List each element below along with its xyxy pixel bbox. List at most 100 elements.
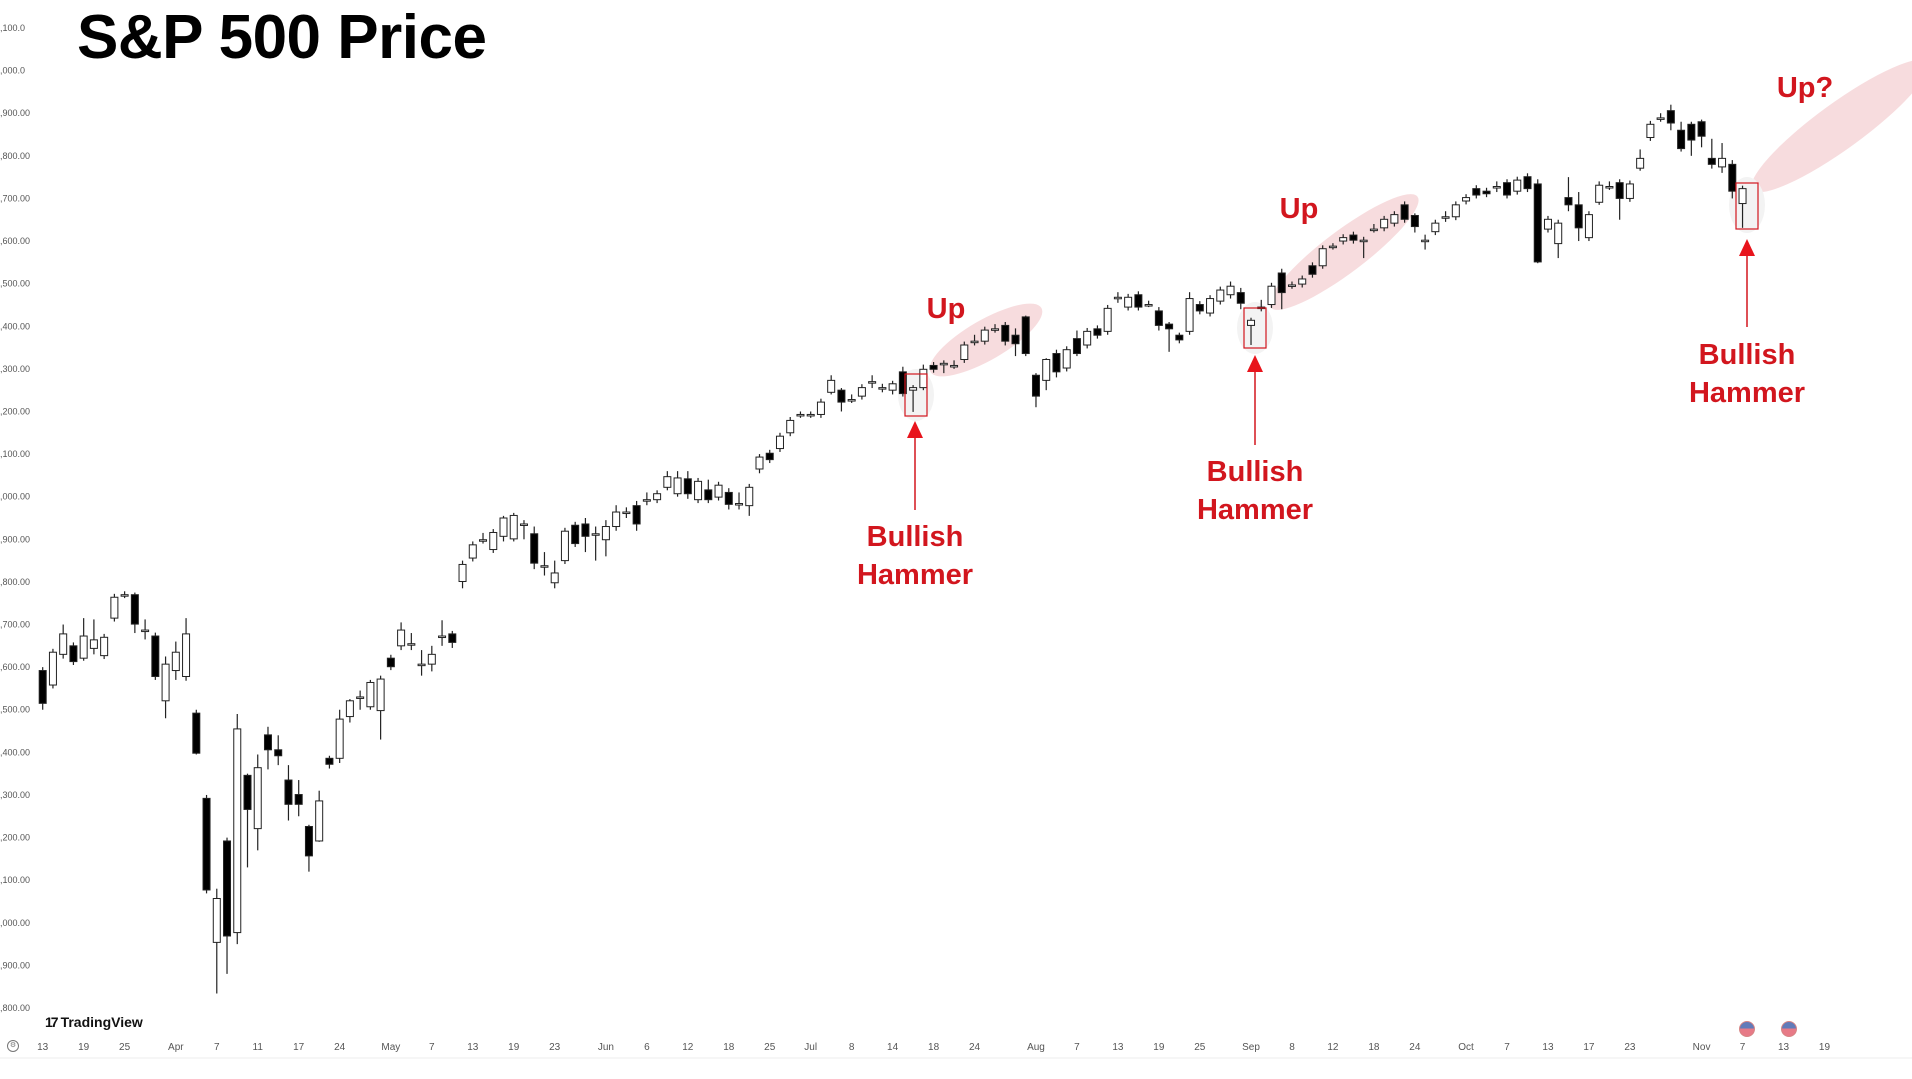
candle-down: [1236, 287, 1245, 310]
candle-body: [499, 517, 508, 537]
candle-up: [89, 619, 98, 655]
candle-up: [980, 326, 989, 345]
candle-body: [1410, 214, 1419, 228]
candle-up: [182, 618, 191, 681]
candle-body: [970, 340, 979, 344]
candle-body: [1206, 298, 1215, 314]
candle-up: [878, 383, 887, 393]
candle-body: [540, 565, 549, 568]
candle-up: [745, 483, 754, 516]
candle-down: [448, 630, 457, 648]
candle-up: [1042, 358, 1051, 391]
candle-body: [1554, 222, 1563, 245]
candle-down: [1482, 187, 1491, 198]
hammer-box-3: [1735, 182, 1759, 230]
candle-down: [1011, 328, 1020, 357]
candle-body: [161, 663, 170, 702]
annotation-line: Bullish: [866, 521, 964, 553]
candle-up: [868, 375, 877, 389]
trend-highlights: [898, 59, 1912, 421]
annotation-line: Hammer: [1688, 377, 1806, 409]
candle-up: [233, 714, 242, 945]
candles: [38, 104, 1747, 994]
candle-body: [571, 524, 580, 545]
candle-down: [1021, 315, 1030, 357]
candle-down: [530, 526, 539, 570]
candle-up: [376, 675, 385, 740]
candle-body: [1031, 374, 1040, 397]
x-tick-label: Aug: [1027, 1042, 1045, 1053]
candle-body: [1523, 176, 1532, 190]
y-tick-label: ,800.00: [0, 1003, 30, 1013]
candle-body: [233, 728, 242, 934]
candle-body: [601, 526, 610, 541]
settings-icon[interactable]: ⚙: [7, 1040, 19, 1052]
candle-up: [622, 507, 631, 518]
candle-body: [458, 563, 467, 582]
candle-body: [1339, 237, 1348, 242]
candle-body: [1124, 296, 1133, 308]
candle-down: [386, 654, 395, 671]
candle-body: [1533, 183, 1542, 263]
candle-body: [1134, 294, 1143, 308]
x-tick-label: 13: [1778, 1042, 1790, 1053]
candle-up: [48, 648, 57, 689]
candle-body: [1492, 186, 1501, 189]
x-tick-label: 19: [1819, 1042, 1831, 1053]
candle-body: [1462, 197, 1471, 202]
candle-down: [1503, 179, 1512, 199]
candle-up: [79, 618, 88, 661]
candle-up: [1451, 201, 1460, 221]
candle-body: [407, 643, 416, 646]
candle-up: [417, 650, 426, 676]
candle-down: [223, 837, 232, 974]
x-tick-label: 13: [467, 1042, 479, 1053]
candle-up: [612, 505, 621, 531]
candle-up: [100, 633, 109, 660]
tradingview-logo[interactable]: 17 TradingView: [45, 1014, 143, 1030]
annotation-line: Bullish: [1698, 339, 1796, 371]
us-flag-event-icon[interactable]: [1781, 1021, 1797, 1037]
candle-body: [1574, 204, 1583, 229]
candle-body: [1359, 239, 1368, 243]
candle-down: [1533, 179, 1542, 264]
candle-body: [1247, 319, 1256, 326]
candle-body: [202, 797, 211, 891]
candle-down: [1093, 325, 1102, 339]
candle-up: [212, 888, 221, 994]
candle-down: [632, 500, 641, 531]
candle-body: [1001, 324, 1010, 342]
candle-down: [1472, 185, 1481, 199]
candle-up: [1298, 275, 1307, 288]
candle-up: [816, 398, 825, 418]
candle-body: [69, 645, 78, 663]
x-tick-label: Jun: [598, 1042, 614, 1053]
candle-body: [38, 670, 47, 704]
candle-body: [1666, 110, 1675, 124]
candle-body: [1697, 121, 1706, 137]
candle-up: [1113, 292, 1122, 303]
candle-body: [888, 383, 897, 391]
candle-down: [274, 735, 283, 766]
candle-up: [1646, 120, 1655, 141]
y-tick-label: ,100.00: [0, 875, 30, 885]
candle-body: [130, 594, 139, 625]
candle-body: [366, 681, 375, 708]
candle-body: [1062, 349, 1071, 369]
x-tick-label: 6: [644, 1042, 650, 1053]
candle-up: [141, 619, 150, 640]
candle-down: [304, 824, 313, 872]
candle-body: [1349, 234, 1358, 241]
candle-body: [622, 511, 631, 515]
us-flag-event-icon[interactable]: [1739, 1021, 1755, 1037]
candle-down: [837, 388, 846, 412]
hammer-markers: [904, 182, 1759, 510]
y-tick-label: ,400.00: [0, 321, 30, 331]
candle-body: [253, 767, 262, 830]
candle-body: [479, 539, 488, 542]
candle-body: [1287, 284, 1296, 287]
candle-down: [1277, 268, 1286, 310]
candle-up: [1543, 215, 1552, 233]
x-tick-label: 25: [1194, 1042, 1206, 1053]
candle-body: [796, 413, 805, 417]
